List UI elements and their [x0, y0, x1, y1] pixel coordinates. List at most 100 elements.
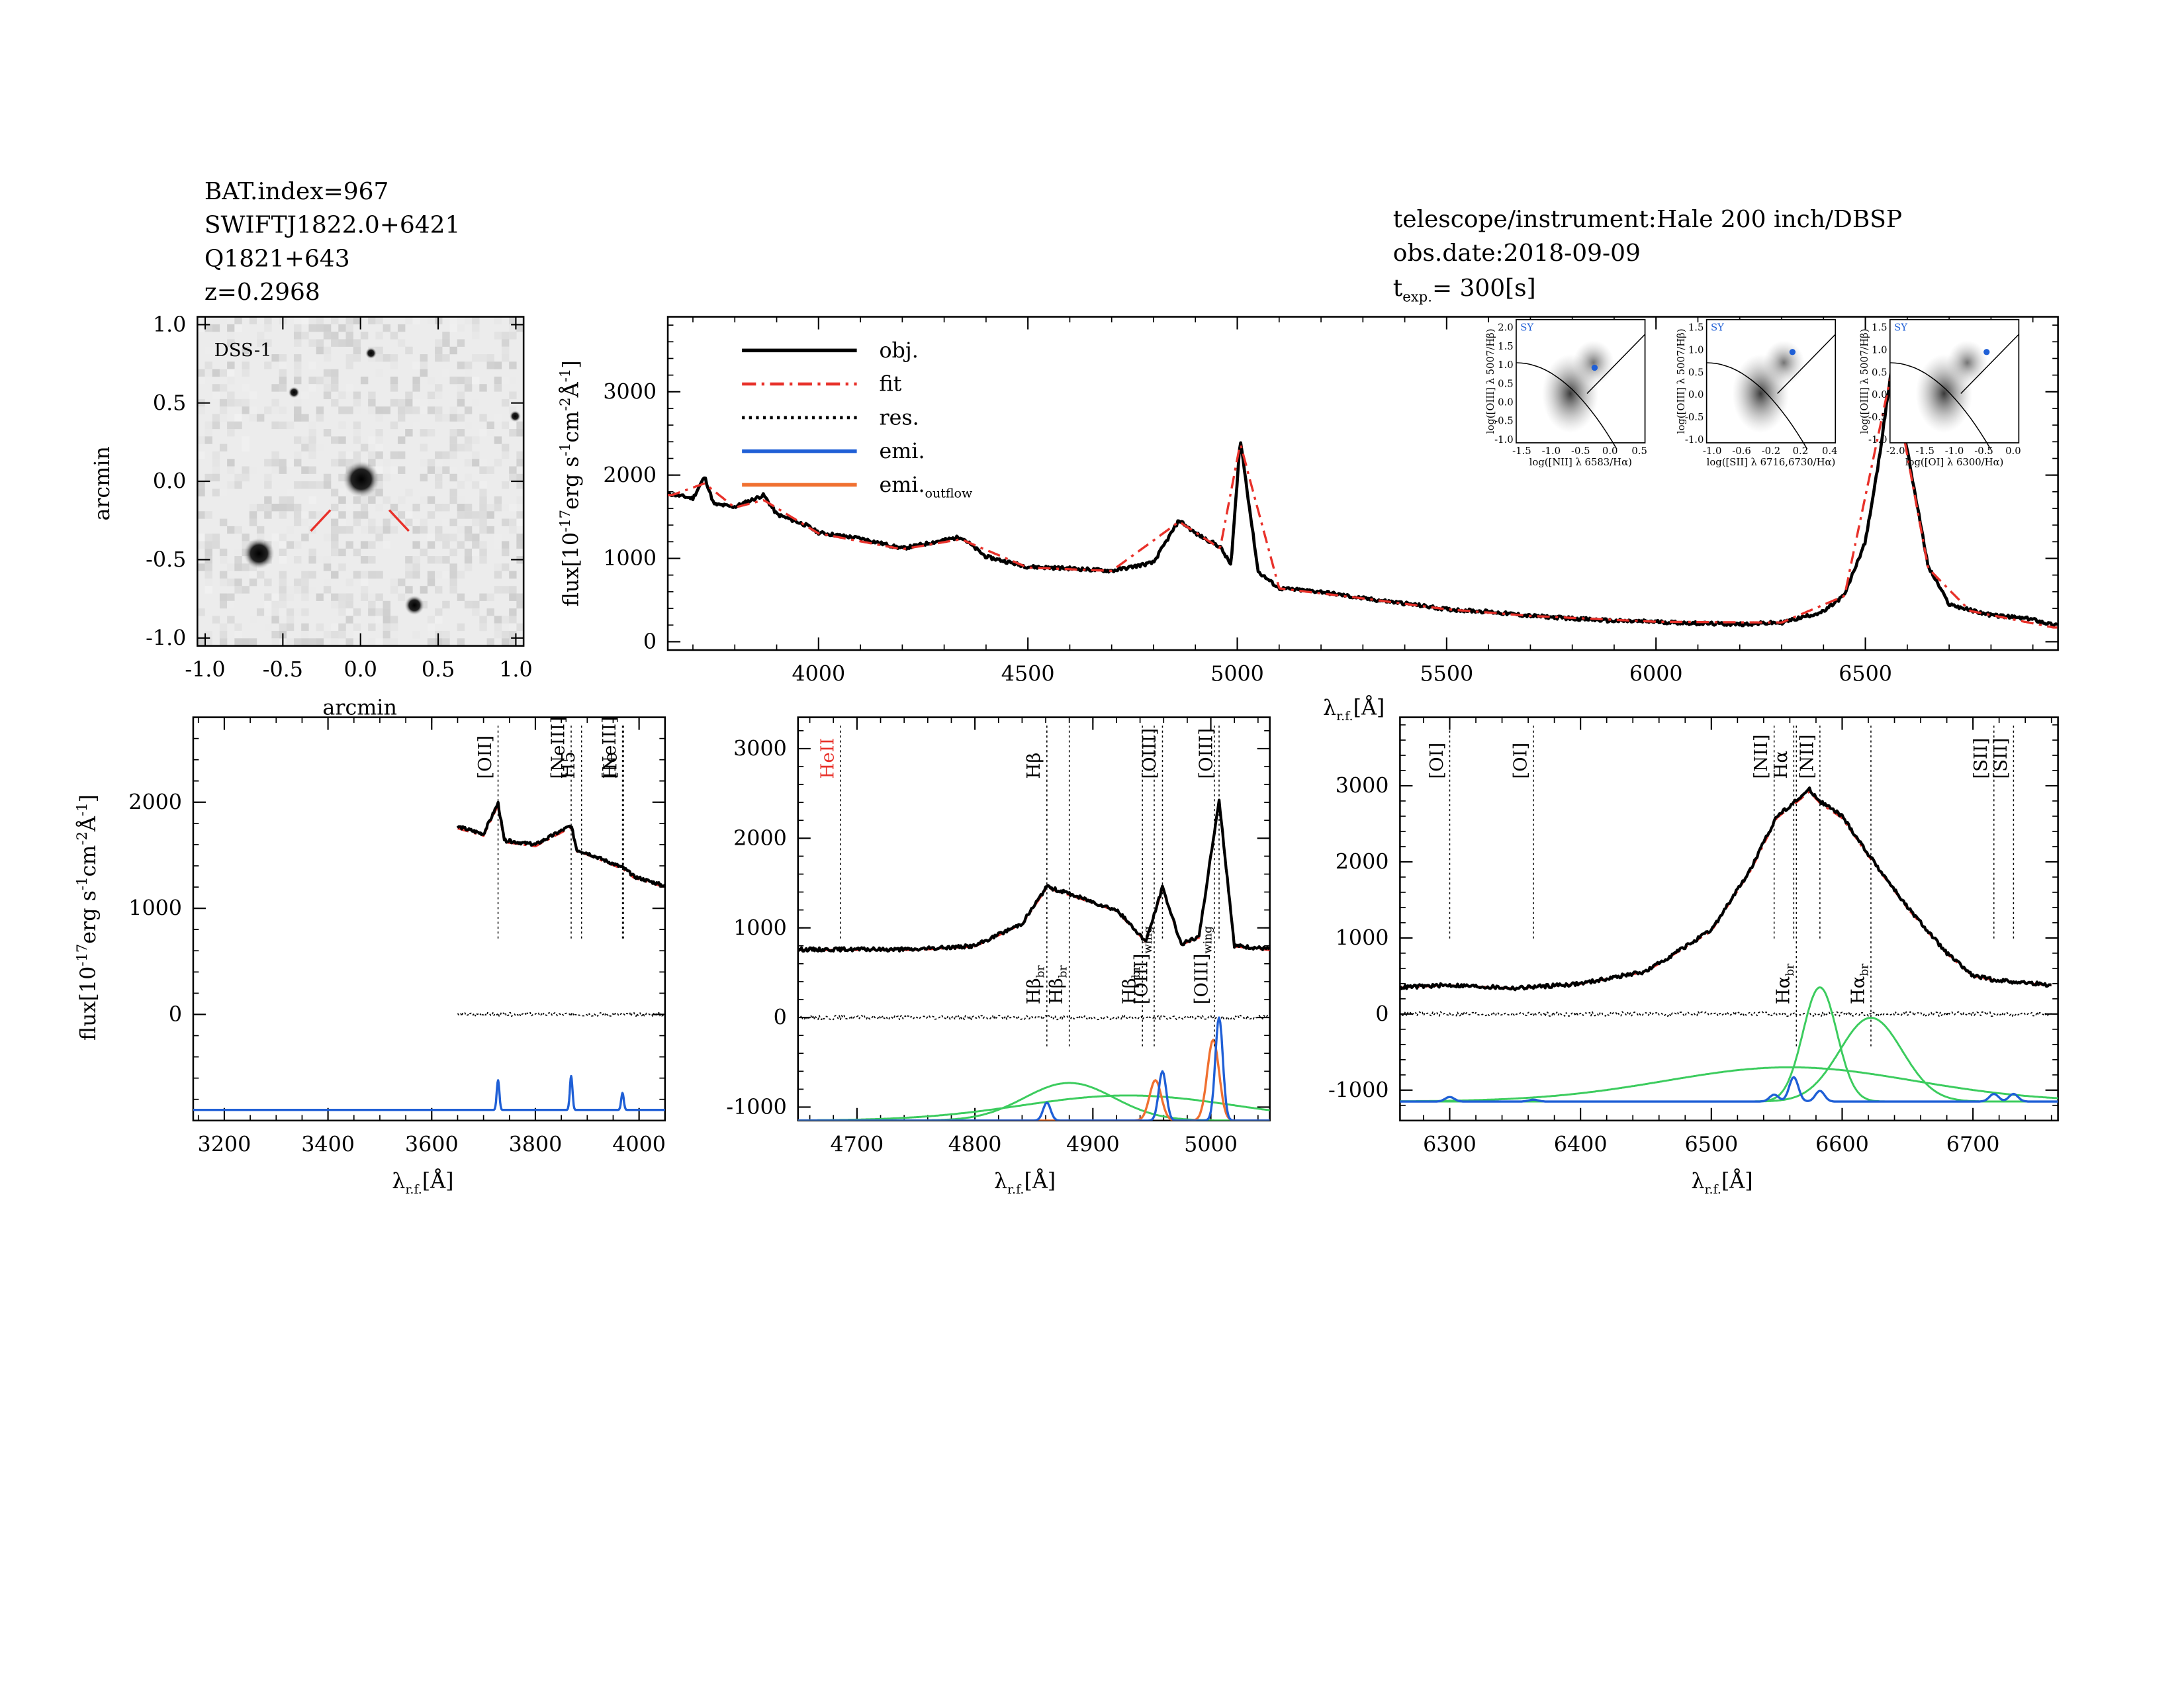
noise-pixel [390, 399, 398, 407]
noise-pixel [331, 548, 339, 557]
noise-pixel [323, 481, 332, 489]
noise-pixel [205, 571, 212, 579]
noise-pixel [323, 346, 332, 355]
noise-pixel [205, 429, 212, 437]
noise-pixel [219, 630, 228, 639]
noise-pixel [435, 354, 443, 362]
noise-pixel [345, 526, 353, 534]
noise-pixel [494, 459, 502, 467]
noise-pixel [390, 586, 398, 594]
noise-pixel [435, 526, 443, 534]
line-label: Hα [1770, 751, 1792, 779]
series-broad [797, 1094, 1270, 1121]
bpt-y-tick-label: 0.0 [1688, 389, 1704, 400]
noise-pixel [449, 571, 457, 579]
noise-pixel [242, 541, 250, 549]
noise-pixel [449, 436, 457, 444]
noise-pixel [375, 444, 383, 452]
noise-pixel [197, 541, 205, 549]
noise-pixel [316, 481, 324, 489]
noise-pixel [375, 571, 383, 579]
noise-pixel [205, 346, 212, 355]
noise-pixel [323, 563, 332, 571]
noise-pixel [397, 511, 406, 519]
noise-pixel [375, 534, 383, 541]
noise-pixel [442, 600, 450, 609]
bpt-xlabel: log([OI] λ 6300/Hα) [1905, 457, 2004, 468]
noise-pixel [308, 436, 316, 444]
noise-pixel [234, 563, 242, 571]
x-tick-label: 4800 [948, 1133, 1002, 1156]
y-tick-label: 3000 [733, 737, 787, 761]
p2-annotations: HeII Hβ [OIII] [OIII]HβbrHβbrHβbr[OIII]wing… [817, 726, 1220, 1049]
y-tick-label: 0.5 [153, 391, 186, 415]
series-emi [193, 1074, 665, 1111]
noise-pixel [383, 473, 390, 482]
noise-pixel [294, 586, 302, 594]
noise-pixel [345, 332, 353, 340]
noise-pixel [294, 518, 302, 526]
noise-pixel [227, 339, 235, 347]
x-tick-label: 3600 [405, 1133, 459, 1156]
noise-pixel [271, 361, 279, 369]
noise-pixel [197, 511, 205, 519]
noise-pixel [345, 578, 353, 586]
y-tick-label: 2000 [733, 827, 787, 851]
noise-pixel [279, 361, 287, 369]
noise-pixel [323, 332, 332, 340]
noise-pixel [449, 563, 457, 571]
noise-pixel [271, 466, 279, 474]
main-ylabel: flux[10-17erg s-1cm-2Å-1] [557, 360, 584, 606]
noise-pixel [501, 346, 510, 355]
noise-pixel [368, 451, 376, 459]
noise-pixel [516, 421, 524, 430]
noise-pixel [360, 571, 369, 579]
noise-pixel [308, 496, 316, 504]
noise-pixel [308, 481, 316, 489]
noise-pixel [279, 534, 287, 541]
dss-image-noise [197, 316, 524, 646]
noise-pixel [308, 384, 316, 392]
p1-frame [192, 716, 666, 1122]
noise-pixel [227, 616, 235, 624]
noise-pixel [360, 578, 369, 586]
line-label: HeII [817, 738, 838, 779]
noise-pixel [234, 586, 242, 594]
noise-pixel [308, 638, 316, 646]
noise-pixel [323, 586, 332, 594]
noise-pixel [205, 548, 212, 557]
noise-pixel [242, 414, 250, 422]
noise-pixel [242, 586, 250, 594]
noise-pixel [264, 511, 272, 519]
noise-pixel [494, 316, 502, 324]
noise-pixel [509, 481, 517, 489]
noise-pixel [316, 511, 324, 519]
series-broad [1400, 1066, 2058, 1103]
bpt-x-tick-label: -2.0 [1886, 445, 1905, 457]
noise-pixel [516, 324, 524, 332]
oii-panel: 3200 3400 3600 3800 4000 0 1000 2000 [OII] [NeII… [73, 716, 666, 1197]
noise-pixel [405, 406, 413, 414]
noise-pixel [279, 608, 287, 616]
noise-pixel [271, 399, 279, 407]
main-spectrum-lines [668, 369, 2058, 629]
noise-pixel [427, 616, 435, 624]
noise-pixel [494, 376, 502, 385]
noise-pixel [457, 414, 465, 422]
line-label: Hβbr [1023, 964, 1046, 1004]
noise-pixel [279, 548, 287, 557]
swift-name: SWIFTJ1822.0+6421 [205, 212, 461, 239]
x-tick-label: 0.5 [422, 658, 455, 682]
noise-pixel [323, 578, 332, 586]
noise-pixel [427, 316, 435, 324]
bpt-density [1572, 340, 1614, 385]
source-name: Q1821+643 [205, 245, 350, 272]
noise-pixel [494, 623, 502, 632]
noise-pixel [405, 316, 413, 324]
noise-pixel [331, 376, 339, 385]
noise-pixel [227, 481, 235, 489]
noise-pixel [457, 429, 465, 437]
noise-pixel [264, 623, 272, 632]
noise-pixel [316, 324, 324, 332]
bpt-x-tick-label: 0.0 [2005, 445, 2021, 457]
